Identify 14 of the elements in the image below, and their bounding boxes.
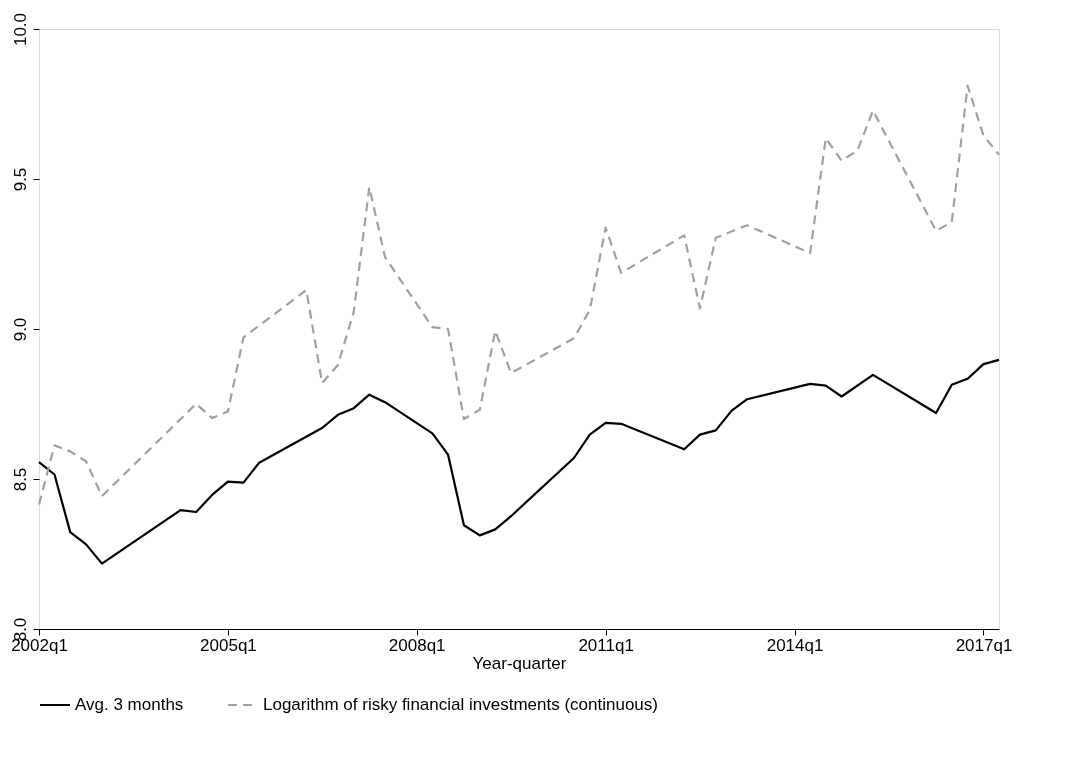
x-tick-label: 2005q1 [200, 635, 257, 655]
x-tick-label: 2008q1 [388, 635, 446, 655]
legend-label: Avg. 3 months [75, 695, 184, 714]
x-tick-label: 2011q1 [578, 635, 634, 655]
x-tick-label: 2014q1 [766, 635, 824, 655]
y-tick-label: 8.5 [10, 467, 30, 492]
y-tick-label: 10.0 [10, 12, 30, 47]
legend-label: Logarithm of risky financial investments (continuous) [263, 695, 658, 714]
y-tick-label: 9.0 [10, 317, 30, 342]
x-tick-label: 2017q1 [955, 635, 1013, 655]
line-series [37, 358, 1001, 565]
line-series [37, 84, 1001, 506]
x-axis-title: Year-quarter [472, 653, 567, 673]
y-tick-label: 9.5 [10, 167, 30, 192]
